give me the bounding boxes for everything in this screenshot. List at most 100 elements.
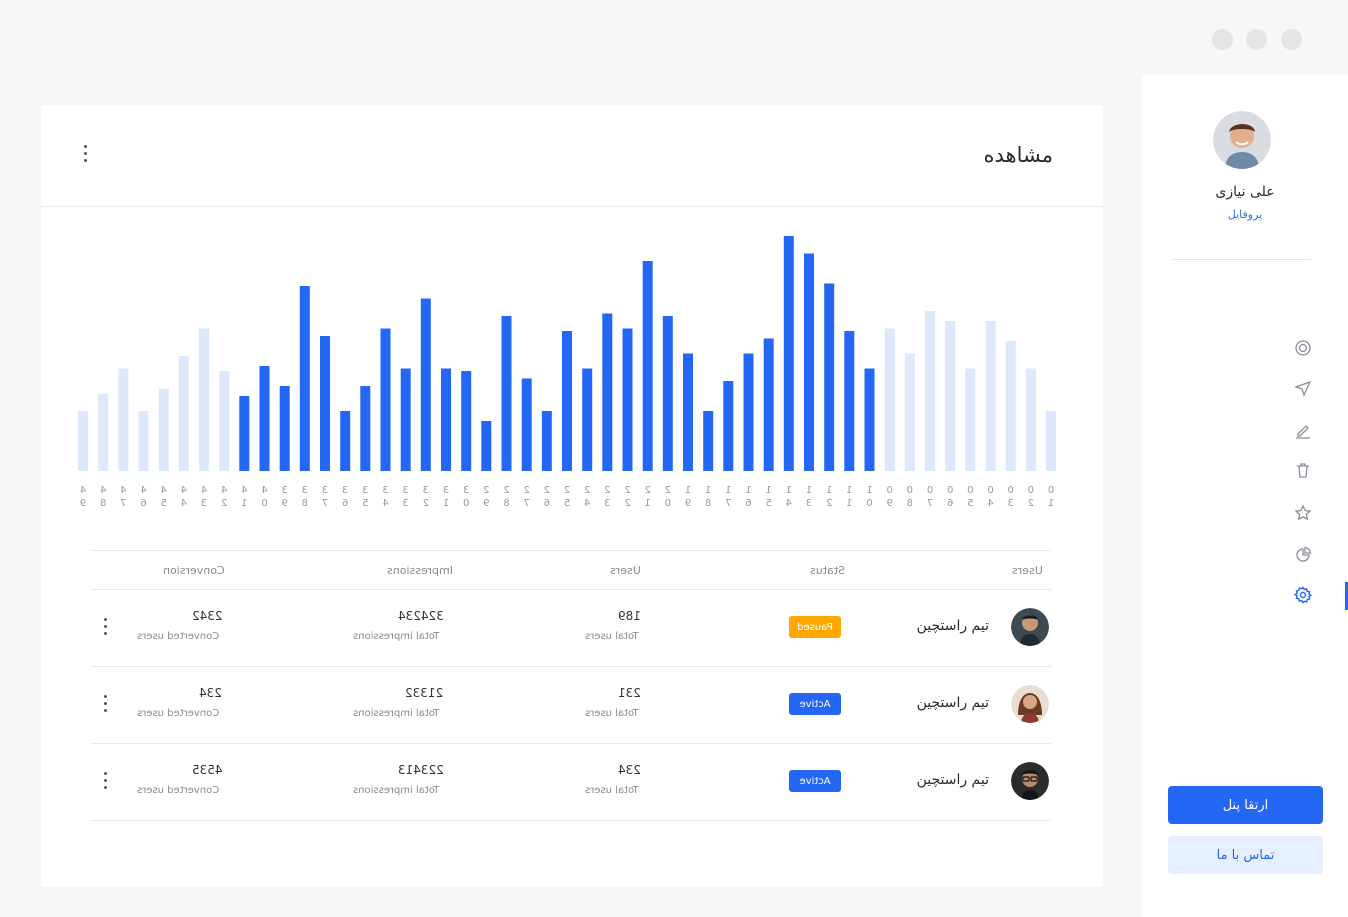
- chart-tick-digit: 2: [221, 498, 227, 509]
- window-control-dot[interactable]: [1246, 29, 1267, 50]
- chart-bar: [662, 316, 673, 471]
- chart-bar: [965, 368, 976, 471]
- status-badge: Active: [789, 770, 841, 792]
- window-control-dot[interactable]: [1212, 29, 1233, 50]
- chart-tick-digit: 2: [645, 485, 651, 496]
- chart-tick-digit: 0: [1008, 485, 1014, 496]
- chart-tick-label: 26: [544, 485, 550, 509]
- chart-bar: [622, 328, 633, 471]
- conversion-value: 234: [199, 686, 222, 700]
- chart-tick-digit: 2: [624, 485, 630, 496]
- chart-tick-digit: 9: [685, 498, 691, 509]
- chart-tick-digit: 3: [1008, 498, 1014, 509]
- team-name: تیم راستچین: [916, 772, 989, 788]
- chart-tick-label: 23: [604, 485, 610, 509]
- chart-tick-label: 38: [302, 485, 308, 509]
- chart-tick-digit: 2: [564, 485, 570, 496]
- chart-tick-label: 12: [826, 485, 832, 509]
- row-menu-icon[interactable]: [102, 772, 108, 792]
- conversion-value: 4535: [192, 763, 223, 777]
- chart-tick-digit: 9: [282, 498, 288, 509]
- chart-bar: [904, 353, 915, 471]
- chart-tick-digit: 1: [866, 485, 872, 496]
- chart-tick-digit: 4: [140, 485, 146, 496]
- chart-bar: [642, 261, 653, 471]
- window-control-dot[interactable]: [1281, 29, 1302, 50]
- chart-tick-label: 47: [120, 485, 126, 509]
- chart-tick-digit: 6: [140, 498, 146, 509]
- chart-tick-digit: 1: [846, 498, 852, 509]
- chart-tick-digit: 2: [503, 485, 509, 496]
- chart-bar: [481, 421, 492, 471]
- chart-tick-label: 21: [645, 485, 651, 509]
- header-conversion: Conversion: [163, 564, 225, 577]
- chart-tick-label: 03: [1008, 485, 1014, 509]
- chart-tick-digit: 3: [463, 485, 469, 496]
- contact-button[interactable]: تماس با ما: [1168, 836, 1323, 874]
- trash-icon[interactable]: [1294, 461, 1312, 479]
- chart-tick-digit: 3: [443, 485, 449, 496]
- edit-icon[interactable]: [1294, 422, 1312, 440]
- card-menu-icon[interactable]: [82, 145, 88, 165]
- header-users: Users: [1012, 564, 1043, 577]
- chart-tick-digit: 1: [685, 485, 691, 496]
- row-menu-icon[interactable]: [102, 618, 108, 638]
- chart-tick-digit: 4: [584, 498, 590, 509]
- chart-tick-digit: 8: [503, 498, 509, 509]
- chart-tick-digit: 3: [362, 485, 368, 496]
- profile-avatar[interactable]: [1213, 111, 1271, 169]
- profile-link[interactable]: پروفایل: [1227, 208, 1263, 221]
- card-title: مشاهده: [983, 143, 1053, 167]
- chart-tick-label: 37: [322, 485, 328, 509]
- chart-bar: [279, 386, 290, 471]
- chart-tick-label: 42: [221, 485, 227, 509]
- chart-tick-digit: 7: [725, 498, 731, 509]
- chart-tick-label: 27: [524, 485, 530, 509]
- avatar: [1011, 608, 1049, 646]
- chart-bar: [683, 353, 693, 471]
- chart-tick-digit: 1: [645, 498, 651, 509]
- chart-bar: [582, 368, 593, 471]
- chart-bar: [884, 328, 895, 471]
- upgrade-button[interactable]: ارتقا پنل: [1168, 786, 1323, 824]
- chart-tick-digit: 5: [161, 498, 167, 509]
- chart-bar: [98, 393, 109, 471]
- chart-tick-digit: 3: [302, 485, 308, 496]
- chart-tick-digit: 1: [766, 485, 772, 496]
- chart-tick-digit: 3: [322, 485, 328, 496]
- chart-tick-label: 16: [745, 485, 751, 509]
- chart-tick-digit: 1: [705, 485, 711, 496]
- table-row[interactable]: تیم راستچین Paused 189 Total users 32423…: [91, 590, 1051, 667]
- pie-chart-icon[interactable]: [1294, 546, 1312, 564]
- star-icon[interactable]: [1294, 504, 1312, 522]
- chart-tick-digit: 3: [806, 498, 812, 509]
- table-row[interactable]: تیم راستچین Active 234 Total users 22341…: [91, 744, 1051, 821]
- chart-tick-label: 09: [887, 485, 893, 509]
- target-icon[interactable]: [1294, 339, 1312, 357]
- chart-tick-digit: 2: [604, 485, 610, 496]
- sidebar: علی نیازی پروفایل ارتقا پنل تماس با ما: [1142, 74, 1348, 917]
- chart-tick-digit: 4: [100, 485, 106, 496]
- table-row[interactable]: تیم راستچین Active 231 Total users 21332…: [91, 667, 1051, 744]
- chart-tick-digit: 2: [423, 498, 429, 509]
- chart-bar: [299, 286, 310, 471]
- chart-tick-digit: 2: [1028, 498, 1034, 509]
- chart-tick-label: 33: [403, 485, 409, 509]
- chart-tick-label: 18: [705, 485, 711, 509]
- chart-tick-digit: 4: [382, 498, 388, 509]
- settings-icon[interactable]: [1293, 586, 1313, 604]
- chart-tick-digit: 3: [423, 485, 429, 496]
- chart-bar: [864, 368, 875, 471]
- cursor-icon[interactable]: [1294, 380, 1312, 398]
- chart-tick-digit: 3: [342, 485, 348, 496]
- chart-tick-digit: 1: [786, 485, 792, 496]
- row-menu-icon[interactable]: [102, 695, 108, 715]
- users-sub: Total users: [585, 631, 639, 642]
- chart-tick-digit: 1: [443, 498, 449, 509]
- chart-bar: [925, 311, 935, 471]
- chart-bar: [441, 368, 451, 471]
- chart-tick-digit: 5: [766, 498, 772, 509]
- chart-bar: [703, 411, 714, 471]
- chart-tick-digit: 3: [282, 485, 288, 496]
- chart-bar: [521, 378, 532, 471]
